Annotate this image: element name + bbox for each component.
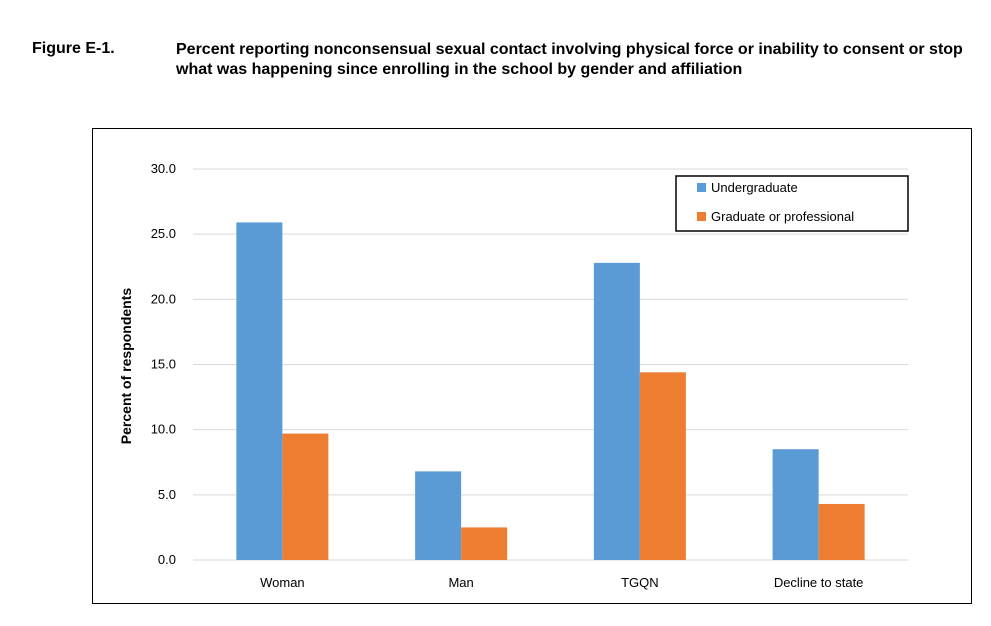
figure-label: Figure E-1. bbox=[32, 40, 115, 57]
y-axis-ticks: 0.0 5.0 10.0 15.0 20.0 25.0 30.0 bbox=[151, 161, 176, 567]
figure-title: Percent reporting nonconsensual sexual c… bbox=[176, 41, 963, 78]
bar-undergraduate-woman bbox=[236, 222, 283, 561]
y-tick-label: 20.0 bbox=[151, 291, 176, 306]
y-tick-label: 0.0 bbox=[158, 552, 176, 567]
y-tick-label: 25.0 bbox=[151, 226, 176, 241]
legend-swatch-graduate bbox=[697, 212, 706, 221]
bar-undergraduate-man bbox=[415, 471, 462, 560]
legend-label-undergraduate: Undergraduate bbox=[711, 180, 798, 195]
bar-graduate-man bbox=[461, 527, 508, 560]
bars bbox=[236, 222, 865, 561]
x-tick-label: Woman bbox=[260, 575, 305, 590]
bar-graduate-decline-to-state bbox=[818, 503, 865, 560]
x-tick-label: Decline to state bbox=[774, 575, 864, 590]
y-tick-label: 15.0 bbox=[151, 357, 176, 372]
bar-undergraduate-decline-to-state bbox=[772, 449, 819, 560]
bar-graduate-woman bbox=[282, 433, 329, 560]
y-tick-label: 10.0 bbox=[151, 422, 176, 437]
y-tick-label: 30.0 bbox=[151, 161, 176, 176]
y-axis-label: Percent of respondents bbox=[118, 288, 134, 445]
y-tick-label: 5.0 bbox=[158, 487, 176, 502]
legend-box bbox=[675, 175, 909, 232]
bar-graduate-tgqn bbox=[639, 372, 686, 560]
legend: Undergraduate Graduate or professional bbox=[675, 175, 909, 232]
x-axis-ticks: Woman Man TGQN Decline to state bbox=[260, 575, 863, 590]
legend-label-graduate: Graduate or professional bbox=[711, 209, 854, 224]
legend-swatch-undergraduate bbox=[697, 183, 706, 192]
gridlines bbox=[193, 168, 908, 561]
bar-undergraduate-tgqn bbox=[593, 262, 640, 560]
x-tick-label: Man bbox=[448, 575, 473, 590]
chart-frame bbox=[92, 128, 972, 604]
x-tick-label: TGQN bbox=[621, 575, 659, 590]
